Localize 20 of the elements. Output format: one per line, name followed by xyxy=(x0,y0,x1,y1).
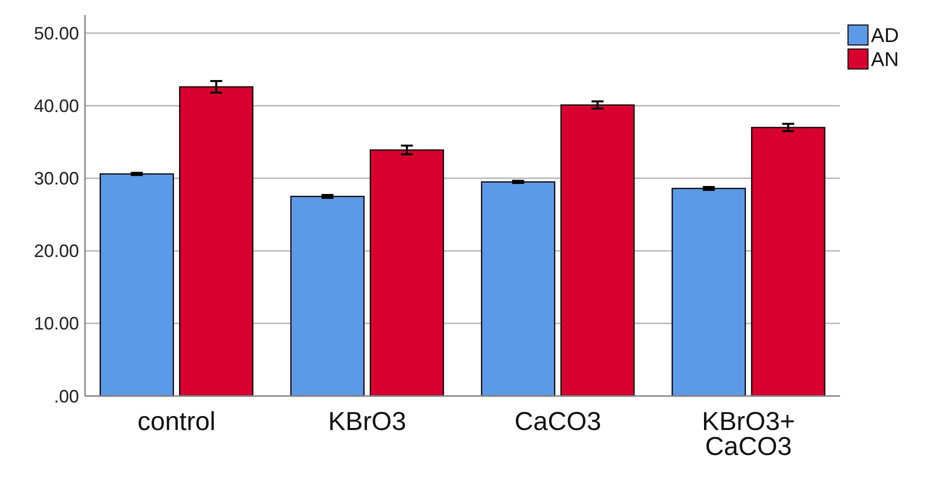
bar xyxy=(751,126,826,397)
y-tick-label: 40.00 xyxy=(34,96,79,116)
y-tick-label: 50.00 xyxy=(34,23,79,44)
y-tick-label: 30.00 xyxy=(34,168,79,189)
legend-label: AD xyxy=(871,25,899,47)
x-tick-label: KBrO3 xyxy=(328,406,406,436)
bar xyxy=(290,196,365,397)
x-tick-label: CaCO3 xyxy=(514,406,602,436)
x-tick-label: control xyxy=(137,406,216,436)
x-tick-label: KBrO3+ CaCO3 xyxy=(702,406,796,461)
y-tick-label: 10.00 xyxy=(34,314,79,334)
bar xyxy=(480,181,556,397)
bar xyxy=(370,149,444,397)
bar xyxy=(100,173,174,397)
bar xyxy=(672,188,746,397)
y-tick-label: 20.00 xyxy=(34,241,79,262)
legend-label: AN xyxy=(871,49,899,71)
y-tick-label: .00 xyxy=(54,386,79,406)
bar xyxy=(179,86,254,397)
bar xyxy=(560,104,635,397)
